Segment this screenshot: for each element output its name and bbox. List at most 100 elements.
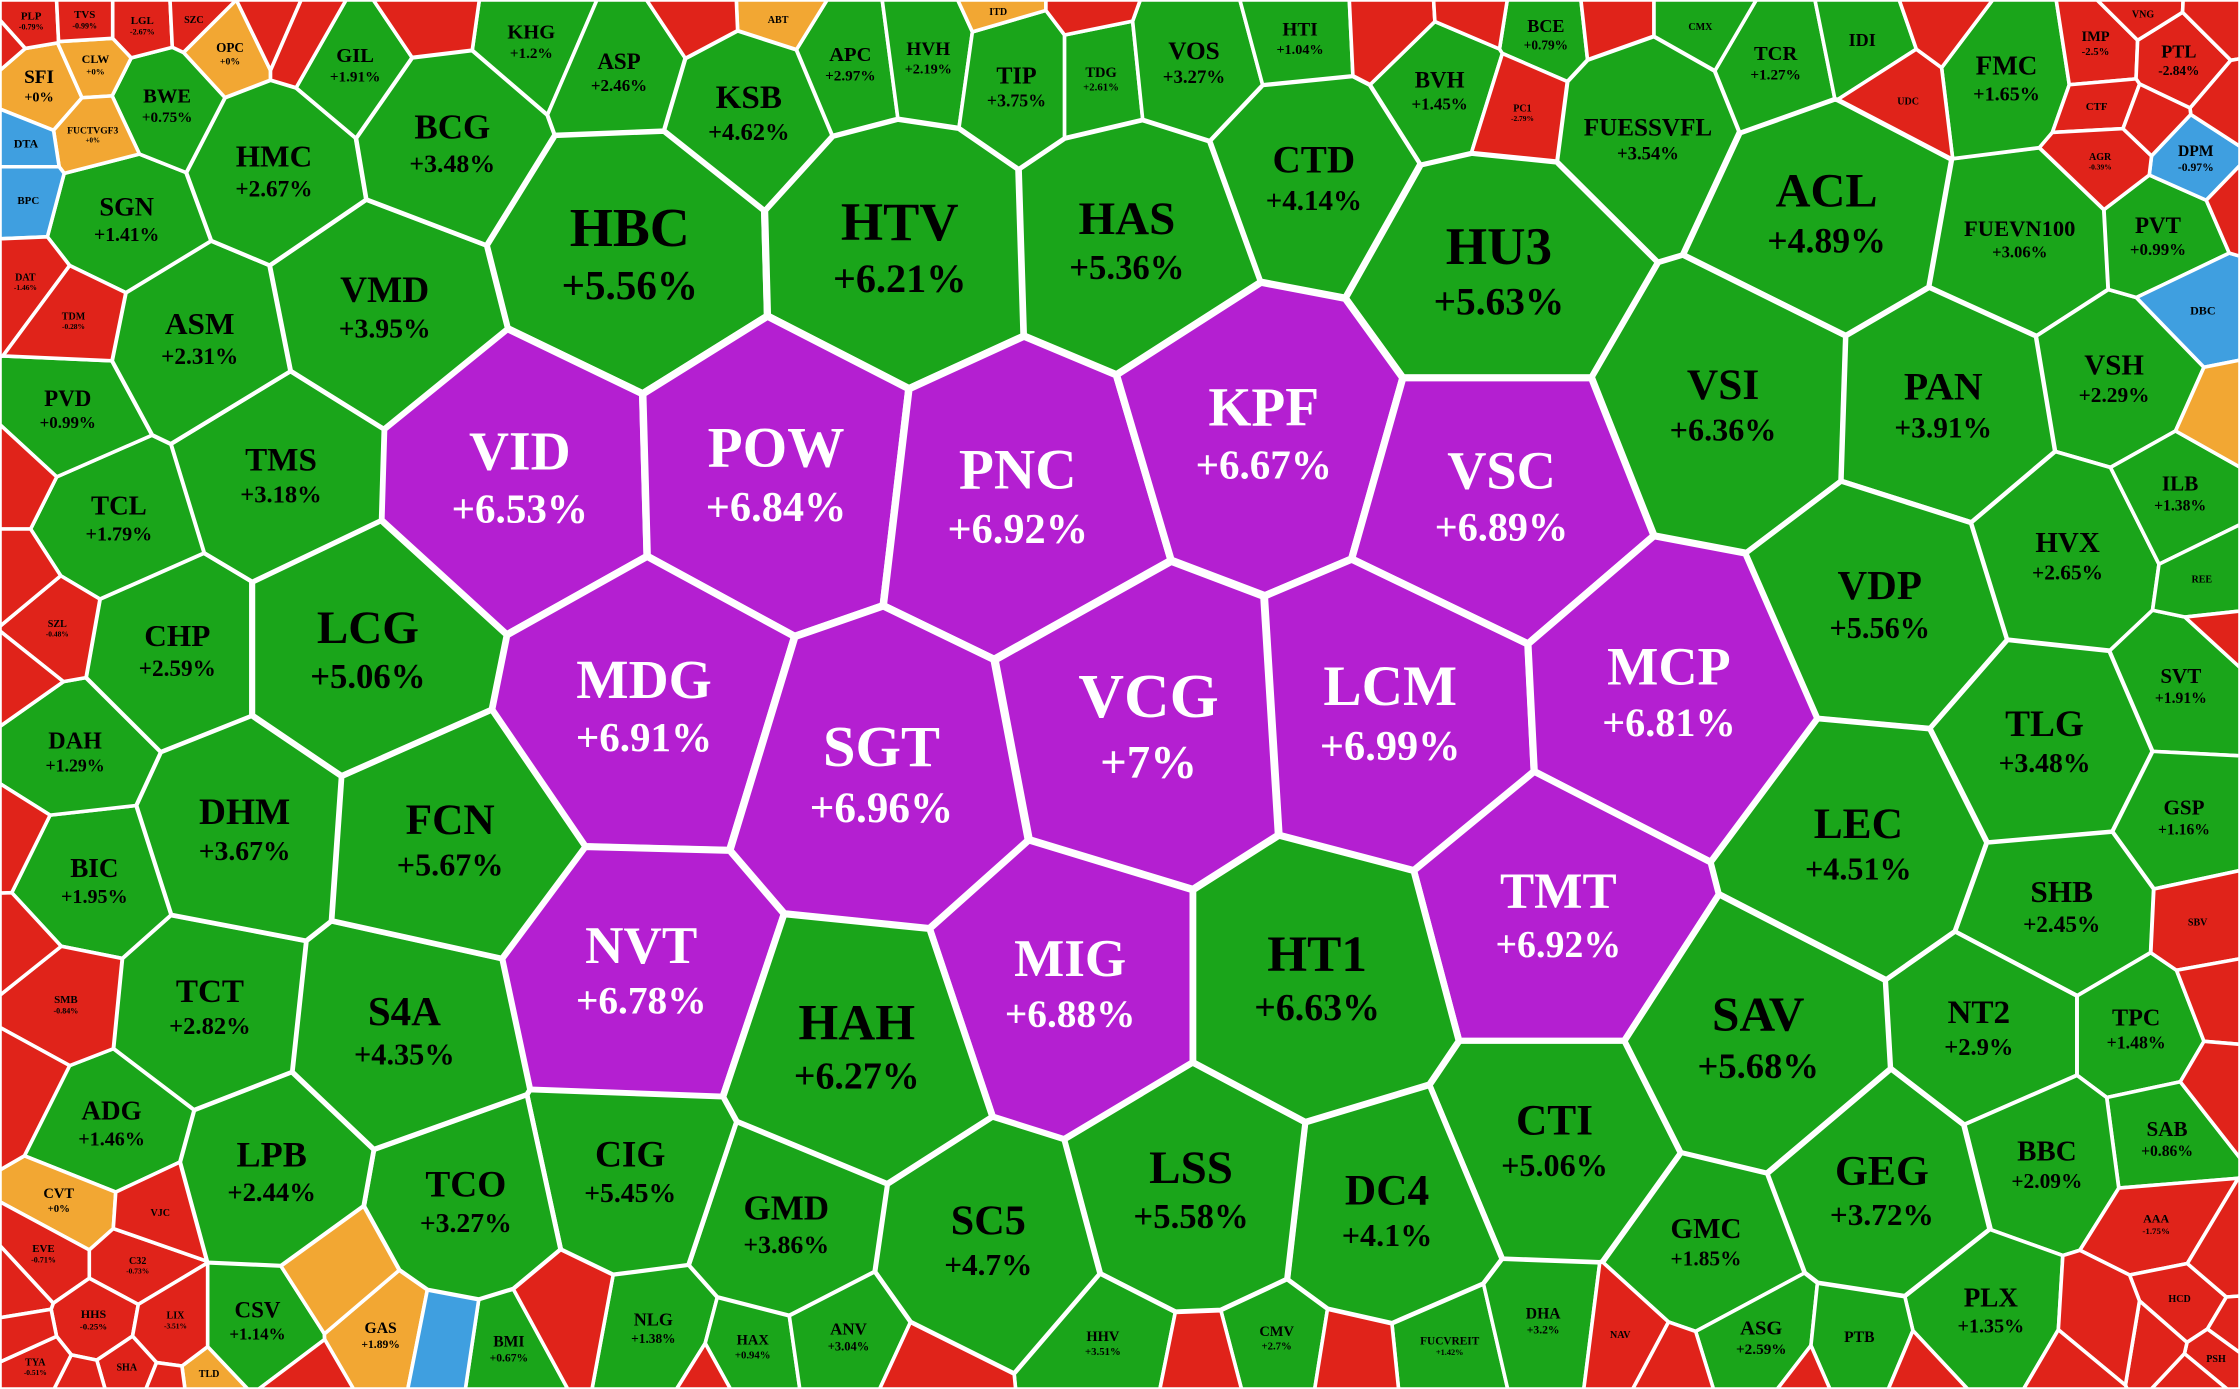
heatmap-cell-VSC[interactable]: VSC+6.89% xyxy=(1348,374,1658,648)
heatmap-cell-BPC[interactable]: BPC xyxy=(0,164,66,241)
heatmap-cell-MIG[interactable]: MIG +6.88% xyxy=(926,836,1197,1143)
cell-ticker: ASM xyxy=(165,306,235,341)
cell-change: +1.65% xyxy=(1973,84,2040,106)
cell-change: +2.44% xyxy=(227,1177,316,1207)
cell-ticker: APC xyxy=(829,44,871,66)
heatmap-cell-ACL[interactable]: ACL+4.89% xyxy=(1679,95,1956,340)
heatmap-cell-PLX[interactable]: PLX +1.35% xyxy=(1903,1227,2065,1389)
cell-ticker: PVT xyxy=(2135,213,2181,238)
cell-ticker: GMD xyxy=(743,1189,829,1228)
cell-change: +1.04% xyxy=(1276,42,1323,58)
heatmap-cell-SGN[interactable]: SGN +1.41% xyxy=(45,152,214,295)
heatmap-cell-filler xyxy=(2185,1175,2240,1299)
cell-change: -3.51% xyxy=(164,1321,187,1330)
cell-change: +6.99% xyxy=(1320,723,1461,770)
heatmap-cell-TVS[interactable]: TVS-0.99% xyxy=(54,0,115,44)
cell-ticker: FUCTVGF3 xyxy=(67,126,118,137)
heatmap-cell-MDG[interactable]: MDG+6.91% xyxy=(487,552,799,855)
cell-ticker: TVS xyxy=(74,9,95,21)
heatmap-cell-BWE[interactable]: BWE+0.75% xyxy=(110,45,227,175)
cell-change: +6.84% xyxy=(706,484,847,531)
heatmap-cell-filler xyxy=(877,1320,1018,1389)
heatmap-cell-LEC[interactable]: LEC+4.51% xyxy=(1708,715,1991,984)
cell-ticker: MIG xyxy=(1014,930,1126,988)
heatmap-cell-VSH[interactable]: VSH+2.29% xyxy=(2034,287,2206,470)
heatmap-cell-DHM[interactable]: DHM+3.67% xyxy=(133,713,345,944)
cell-ticker: ITD xyxy=(989,7,1007,18)
heatmap-cell-UDC[interactable]: UDC xyxy=(1836,47,1955,161)
heatmap-cell-filler xyxy=(268,0,348,90)
cell-ticker: VSC xyxy=(1447,441,1556,501)
heatmap-cell-filler xyxy=(1044,0,1143,37)
heatmap-cell-APC[interactable]: APC +2.97% xyxy=(794,0,900,138)
cell-ticker: PNC xyxy=(959,438,1077,501)
cell-ticker: SFI xyxy=(24,67,54,88)
cell-change: +3.2% xyxy=(1527,1323,1560,1336)
heatmap-cell-PC1[interactable]: PC1-2.79% xyxy=(1469,51,1570,163)
cell-ticker: HAX xyxy=(737,1332,770,1348)
cell-ticker: GEG xyxy=(1835,1148,1929,1195)
cell-change: -0.71% xyxy=(31,1255,56,1264)
cell-change: -0.48% xyxy=(46,629,69,638)
heatmap-cell-HT1[interactable]: HT1+6.63% xyxy=(1189,832,1463,1126)
heatmap-cell-KPF[interactable]: KPF+6.67% xyxy=(1112,278,1407,600)
heatmap-cell-SZC[interactable]: SZC xyxy=(168,0,238,55)
cell-ticker: SMB xyxy=(54,994,78,1006)
cell-change: +1.41% xyxy=(94,225,159,246)
cell-change: +0.79% xyxy=(1524,37,1568,52)
cell-change: +1.79% xyxy=(86,523,153,545)
heatmap-cell-S4A[interactable]: S4A+4.35% xyxy=(289,918,533,1153)
heatmap-cell-CSV[interactable]: CSV +1.14% xyxy=(205,1261,327,1389)
heatmap-cell-NT2[interactable]: NT2 +2.9% xyxy=(1883,929,2080,1127)
heatmap-cell-LGL[interactable]: LGL-2.67% xyxy=(110,0,175,60)
heatmap-cell-ANV[interactable]: ANV +3.04% xyxy=(787,1270,913,1389)
heatmap-cell-ASM[interactable]: ASM +2.31% xyxy=(109,238,293,447)
heatmap-cell-LCG[interactable]: LCG +5.06% xyxy=(249,517,510,780)
heatmap-cell-filler xyxy=(1347,0,1437,87)
heatmap-cell-TCO[interactable]: TCO+3.27% xyxy=(361,1092,564,1303)
heatmap-cell-SBV[interactable]: SBV xyxy=(2149,868,2240,973)
heatmap-cell-KSB[interactable]: KSB +4.62% xyxy=(661,28,835,213)
cell-change: +5.67% xyxy=(397,846,504,882)
heatmap-cell-TCL[interactable]: TCL+1.79% xyxy=(28,433,206,601)
heatmap-cell-POW[interactable]: POW+6.84% xyxy=(638,312,913,641)
cell-change: +6.36% xyxy=(1670,412,1777,448)
heatmap-cell-MCP[interactable]: MCP+6.81% xyxy=(1524,532,1822,866)
cell-ticker: SHB xyxy=(2030,874,2093,909)
heatmap-cell-FCN[interactable]: FCN+5.67% xyxy=(328,706,588,962)
cell-ticker: HT1 xyxy=(1267,926,1367,983)
cell-change: +3.06% xyxy=(1992,243,2047,262)
heatmap-cell-filler xyxy=(1630,1320,1716,1389)
heatmap-cell-CTD[interactable]: CTD+4.14% xyxy=(1207,73,1424,301)
cell-ticker: SAV xyxy=(1712,987,1805,1042)
cell-ticker: ASG xyxy=(1740,1318,1782,1340)
heatmap-cell-HVH[interactable]: HVH +2.19% xyxy=(880,0,975,130)
cell-change: +5.58% xyxy=(1133,1198,1248,1236)
heatmap-cell-filler xyxy=(279,1204,401,1336)
cell-ticker: PTB xyxy=(1844,1329,1874,1346)
heatmap-cell-TDM[interactable]: TDM-0.28% xyxy=(1,263,128,363)
cell-ticker: POW xyxy=(708,417,845,480)
cell-ticker: GIL xyxy=(336,45,374,67)
heatmap-cell-VJC[interactable]: VJC xyxy=(111,1160,209,1264)
heatmap-cell-HAH[interactable]: HAH+6.27% xyxy=(719,910,997,1188)
cell-ticker: FUESSVFL xyxy=(1584,115,1712,142)
heatmap-cell-VMD[interactable]: VMD+3.95% xyxy=(267,197,510,432)
cell-ticker: BBC xyxy=(2017,1136,2077,1168)
heatmap-cell-HAS[interactable]: HAS +5.36% xyxy=(1015,116,1265,378)
cell-ticker: CIG xyxy=(595,1134,666,1175)
cell-change: +4.51% xyxy=(1805,850,1912,886)
cell-change: +1.91% xyxy=(330,68,380,85)
heatmap-cell-TCT[interactable]: TCT +2.82% xyxy=(111,912,309,1113)
heatmap-cell-GEG[interactable]: GEG+3.72% xyxy=(1764,1065,1993,1300)
cell-ticker: CMX xyxy=(1688,22,1713,33)
heatmap-cell-GMD[interactable]: GMD+3.86% xyxy=(686,1119,890,1319)
cell-ticker: HU3 xyxy=(1446,218,1552,276)
heatmap-cell-TDG[interactable]: TDG+2.61% xyxy=(1062,19,1145,140)
cell-change: +2.82% xyxy=(169,1013,250,1040)
cell-ticker: TLG xyxy=(2005,704,2084,745)
heatmap-cell-REE[interactable]: REE xyxy=(2150,522,2240,619)
cell-change: +6.89% xyxy=(1435,505,1568,550)
heatmap-cell-ASG[interactable]: ASG+2.59% xyxy=(1693,1271,1820,1389)
